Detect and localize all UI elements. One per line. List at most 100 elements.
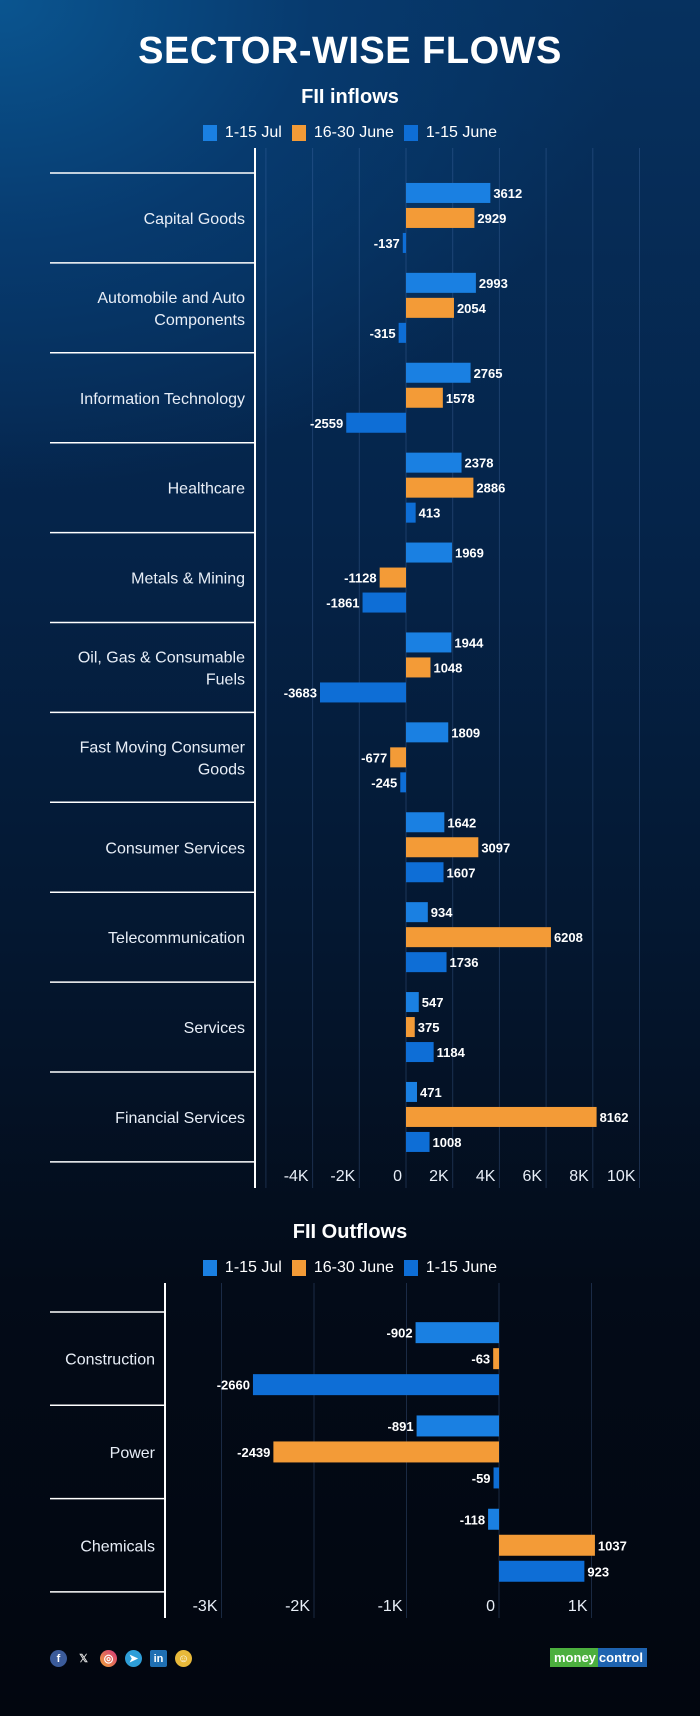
- category-label: Construction: [65, 1352, 155, 1369]
- x-tick-label: 4K: [476, 1168, 496, 1185]
- data-label: -118: [460, 1512, 485, 1527]
- data-label: 8162: [600, 1110, 629, 1125]
- x-tick-label: 6K: [523, 1168, 543, 1185]
- logo-part-control: control: [597, 1648, 647, 1667]
- legend-label: 16-30 June: [313, 124, 394, 141]
- bar-1-15-june: [406, 1131, 430, 1152]
- x-tick-label: 10K: [607, 1168, 636, 1185]
- data-label: 6208: [554, 930, 583, 945]
- data-label: 1578: [446, 391, 475, 406]
- data-label: 547: [422, 995, 444, 1010]
- bar-16-30-june: [406, 387, 443, 408]
- category-label: Oil, Gas & Consumable: [78, 649, 245, 666]
- legend-item: 16-30 June: [291, 124, 394, 142]
- x-tick-label: 1K: [568, 1598, 588, 1615]
- logo-part-money: money: [550, 1648, 598, 1667]
- data-label: 2765: [474, 366, 503, 381]
- x-tick-label: 0: [486, 1598, 495, 1615]
- data-label: -2559: [310, 416, 343, 431]
- data-label: -2660: [217, 1378, 250, 1393]
- legend-item: 1-15 Jul: [202, 1259, 282, 1277]
- data-label: 2378: [465, 456, 494, 471]
- data-label: -1128: [344, 571, 377, 586]
- category-label: Information Technology: [80, 391, 245, 408]
- linkedin-icon[interactable]: in: [150, 1650, 167, 1667]
- bar-16-30-june: [406, 657, 431, 678]
- bar-1-15-jul: [406, 182, 491, 203]
- snapchat-icon[interactable]: ☺: [175, 1650, 192, 1667]
- bar-1-15-june: [493, 1467, 499, 1489]
- bar-1-15-june: [398, 322, 406, 343]
- legend-swatch: [202, 1260, 217, 1276]
- legend-label: 1-15 June: [425, 1259, 498, 1276]
- social-icons: f 𝕏 ◎ ➤ in ☺: [50, 1650, 192, 1667]
- category-label: Telecommunication: [108, 930, 245, 947]
- bar-16-30-june: [406, 927, 551, 948]
- data-label: 1008: [433, 1135, 462, 1150]
- bar-1-15-jul: [406, 992, 419, 1013]
- bar-1-15-june: [406, 952, 447, 973]
- bar-1-15-jul: [406, 362, 471, 383]
- category-label: Chemicals: [80, 1538, 155, 1555]
- legend-swatch: [403, 125, 418, 141]
- data-label: -902: [387, 1326, 413, 1341]
- data-label: 1736: [450, 955, 479, 970]
- legend-label: 16-30 June: [313, 1259, 394, 1276]
- x-tick-label: 2K: [429, 1168, 449, 1185]
- data-label: -1861: [326, 596, 359, 611]
- bar-1-15-june: [400, 772, 406, 793]
- facebook-icon[interactable]: f: [50, 1650, 67, 1667]
- data-label: -245: [371, 775, 397, 790]
- x-tick-label: -1K: [378, 1598, 403, 1615]
- instagram-icon[interactable]: ◎: [100, 1650, 117, 1667]
- data-label: -2439: [237, 1445, 270, 1460]
- bar-16-30-june: [379, 567, 406, 588]
- data-label: 1037: [598, 1538, 627, 1553]
- bar-1-15-jul: [406, 452, 462, 473]
- bar-1-15-june: [402, 232, 406, 253]
- bar-16-30-june: [390, 747, 406, 768]
- category-label: Fast Moving Consumer: [80, 739, 246, 756]
- x-tick-label: 8K: [569, 1168, 589, 1185]
- bar-1-15-jul: [406, 722, 449, 743]
- category-label: Goods: [198, 761, 245, 778]
- data-label: 471: [420, 1085, 442, 1100]
- x-tick-label: 0: [393, 1168, 402, 1185]
- data-label: 1607: [447, 865, 476, 880]
- x-tick-label: -3K: [193, 1598, 218, 1615]
- bar-1-15-june: [362, 592, 406, 613]
- outflows-title: FII Outflows: [292, 1221, 408, 1243]
- x-tick-label: -4K: [284, 1168, 309, 1185]
- data-label: 3612: [493, 186, 522, 201]
- data-label: 375: [418, 1020, 440, 1035]
- outflows-legend: 1-15 Jul 16-30 June 1-15 June: [0, 1259, 700, 1277]
- legend-swatch: [202, 125, 217, 141]
- data-label: -63: [471, 1352, 490, 1367]
- bar-1-15-jul: [406, 1081, 417, 1102]
- legend-label: 1-15 Jul: [224, 1259, 282, 1276]
- data-label: 1184: [437, 1045, 466, 1060]
- data-label: 1969: [455, 546, 484, 561]
- data-label: 934: [431, 905, 453, 920]
- category-label: Healthcare: [168, 481, 245, 498]
- bar-1-15-june: [252, 1374, 499, 1396]
- data-label: -59: [472, 1471, 491, 1486]
- legend-item: 1-15 June: [403, 124, 497, 142]
- bar-16-30-june: [406, 1106, 597, 1127]
- telegram-icon[interactable]: ➤: [125, 1650, 142, 1667]
- data-label: 1944: [454, 635, 484, 650]
- legend-swatch: [291, 1260, 306, 1276]
- category-label: Capital Goods: [144, 211, 245, 228]
- x-icon[interactable]: 𝕏: [79, 1653, 88, 1665]
- data-label: 1642: [447, 815, 476, 830]
- data-label: 2054: [457, 301, 487, 316]
- bar-1-15-jul: [406, 272, 476, 293]
- bar-16-30-june: [406, 1017, 415, 1038]
- moneycontrol-logo: money control: [550, 1648, 647, 1667]
- data-label: -677: [361, 750, 387, 765]
- bar-1-15-june: [406, 862, 444, 883]
- bar-16-30-june: [493, 1348, 499, 1370]
- data-label: -891: [388, 1419, 414, 1434]
- category-label: Metals & Mining: [131, 571, 245, 588]
